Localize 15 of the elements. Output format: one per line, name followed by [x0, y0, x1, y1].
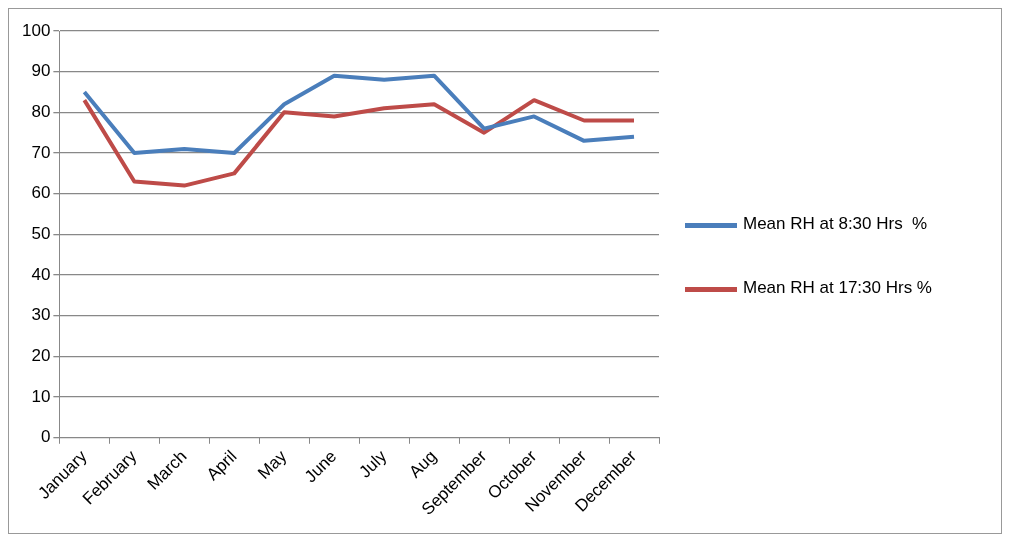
x-tick-label: May — [254, 446, 291, 483]
legend-label: Mean RH at 8:30 Hrs % — [743, 214, 928, 234]
y-tick-label: 20 — [31, 346, 51, 366]
y-tick-label: 60 — [31, 183, 51, 203]
y-tick-label: 70 — [31, 142, 51, 162]
y-tick-label: 40 — [31, 264, 51, 284]
y-tick-label: 100 — [21, 20, 51, 40]
y-tick-label: 30 — [31, 305, 51, 325]
y-tick-label: 10 — [31, 386, 51, 406]
y-tick-label: 50 — [31, 224, 51, 244]
y-tick-label: 90 — [31, 61, 51, 81]
x-tick-label: July — [355, 446, 391, 482]
legend-label: Mean RH at 17:30 Hrs % — [743, 278, 932, 298]
y-tick-label: 0 — [40, 427, 51, 447]
y-tick-label: 80 — [31, 102, 51, 122]
